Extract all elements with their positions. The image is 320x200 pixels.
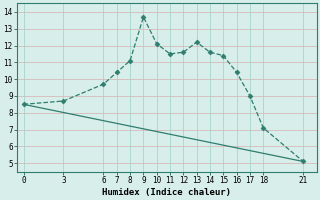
X-axis label: Humidex (Indice chaleur): Humidex (Indice chaleur) [102, 188, 231, 197]
